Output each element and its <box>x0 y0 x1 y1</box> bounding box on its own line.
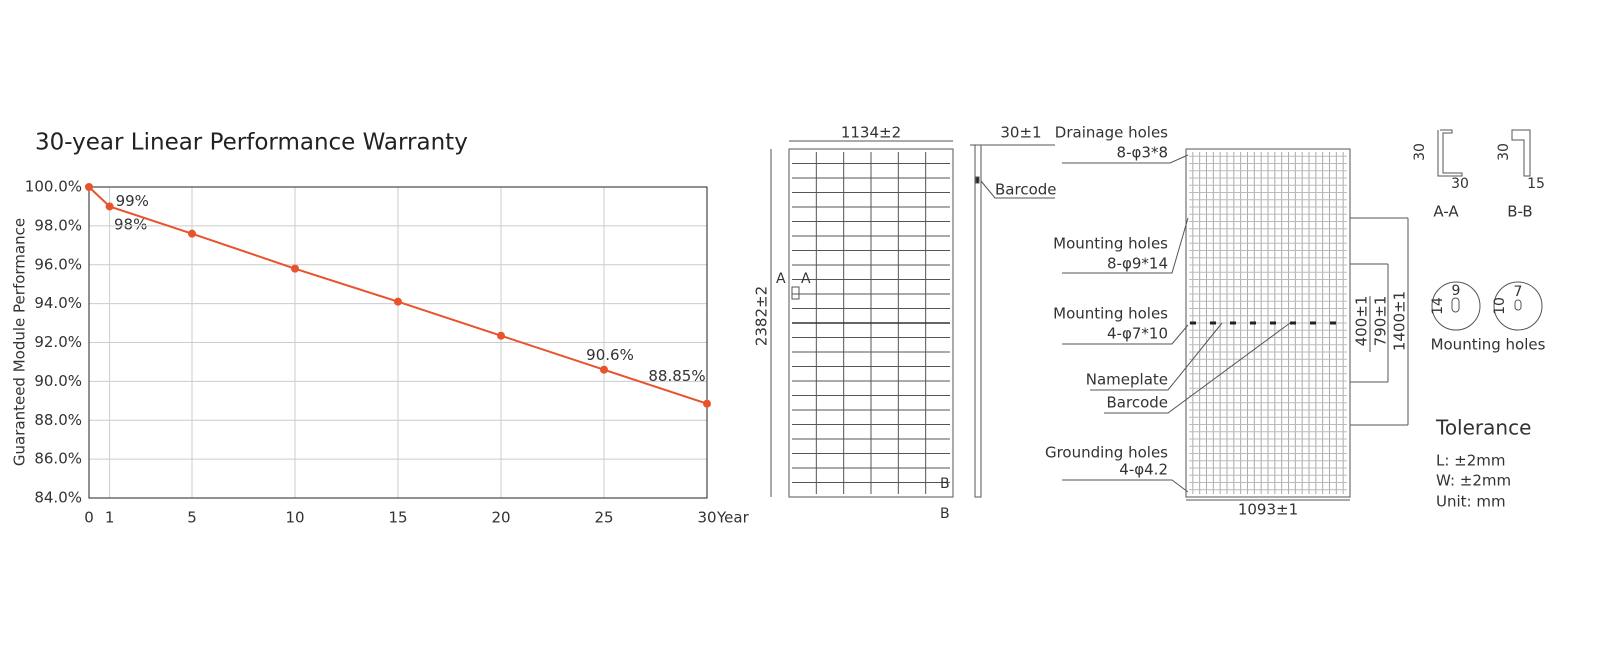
section-mark: A <box>776 271 786 287</box>
x-tick-label: 20 <box>491 509 510 527</box>
section-mark: A <box>801 271 811 287</box>
cells <box>792 152 950 494</box>
x-tick-label: 30 <box>697 509 716 527</box>
callout: Barcode <box>995 181 1057 199</box>
barcode-mark <box>975 176 980 184</box>
x-tick-label: 15 <box>388 509 407 527</box>
tolerance-title: Tolerance <box>1435 416 1531 440</box>
y-tick-label: 88.0% <box>34 411 82 429</box>
hole <box>1514 299 1522 311</box>
cells <box>1189 152 1347 494</box>
callout: 8-φ9*14 <box>1107 255 1168 273</box>
tolerance: W: ±2mm <box>1436 472 1511 490</box>
dim-label: 30 <box>1451 176 1469 192</box>
dim-label: 30±1 <box>1000 124 1041 142</box>
line <box>88 186 708 405</box>
y-tick-label: 92.0% <box>34 333 82 351</box>
chart-title: 30-year Linear Performance Warranty <box>35 130 468 156</box>
dim-label: 2382±2 <box>753 286 771 346</box>
y-tick-label: 98.0% <box>34 216 82 234</box>
dim-label: 790±1 <box>1372 296 1390 347</box>
point <box>105 202 114 211</box>
dim-label: 10 <box>1492 297 1508 315</box>
x-tick-label: 1 <box>105 509 115 527</box>
dim-label: 400±1 <box>1353 296 1371 347</box>
plot-frame <box>88 186 708 499</box>
y-tick-label: 94.0% <box>34 294 82 312</box>
callout: 8-φ3*8 <box>1117 144 1168 162</box>
module-drawing: 1134±2 2382±2 A A B B 30±1 Barcode Drain… <box>753 124 1546 523</box>
profile-b <box>1511 129 1531 177</box>
data-label: 88.85% <box>648 367 705 385</box>
x-tick-label: 25 <box>594 509 613 527</box>
x-tick-label: 10 <box>285 509 304 527</box>
point <box>291 264 299 273</box>
dim-label: 1093±1 <box>1238 501 1298 519</box>
callout: Mounting holes <box>1053 305 1168 323</box>
side-view <box>974 144 982 498</box>
leader <box>1062 479 1189 493</box>
y-tick-label: 100.0% <box>25 178 82 196</box>
point <box>394 297 402 306</box>
dim-label: 30 <box>1412 143 1428 161</box>
callout: 4-φ7*10 <box>1107 325 1168 343</box>
hole-detail <box>1431 281 1481 331</box>
y-tick-label: 84.0% <box>34 489 82 507</box>
leader <box>1062 324 1189 345</box>
point <box>85 183 93 191</box>
callout: Mounting holes <box>1053 235 1168 253</box>
leader <box>1062 217 1189 274</box>
x-tick-label: 0 <box>84 509 94 527</box>
tolerance: Unit: mm <box>1436 493 1506 511</box>
dim-label: 15 <box>1527 176 1545 192</box>
callout: 4-φ4.2 <box>1119 461 1168 479</box>
section-mark: B <box>940 476 950 492</box>
callout: Nameplate <box>1086 371 1168 389</box>
section-title: B-B <box>1507 203 1532 221</box>
caption: Mounting holes <box>1431 336 1546 354</box>
y-tick-label: 96.0% <box>34 255 82 273</box>
dim-label: 30 <box>1496 143 1512 161</box>
leader <box>1062 154 1189 164</box>
hole <box>1451 297 1460 313</box>
section-mark: B <box>940 506 950 522</box>
tolerance: L: ±2mm <box>1436 452 1506 470</box>
point <box>600 365 608 374</box>
profile-a <box>1437 129 1463 177</box>
dim-label: 9 <box>1452 283 1461 299</box>
data-label: 90.6% <box>586 346 634 364</box>
warranty-chart: 30-year Linear Performance Warranty Guar… <box>11 130 750 527</box>
dim-label: 7 <box>1514 284 1523 300</box>
data-label: 99% <box>116 192 149 210</box>
leader <box>1090 322 1223 391</box>
hole-detail <box>1493 281 1543 331</box>
dim-label: 14 <box>1430 297 1446 315</box>
dim-label: 1134±2 <box>841 124 901 142</box>
y-tick-label: 86.0% <box>34 450 82 468</box>
x-tick-label: 5 <box>187 509 197 527</box>
section-cut <box>791 286 800 300</box>
front-view <box>788 148 954 498</box>
callout: Drainage holes <box>1055 124 1168 142</box>
leader <box>980 180 1055 199</box>
y-tick-label: 90.0% <box>34 372 82 390</box>
section-title: A-A <box>1433 203 1459 221</box>
callout: Barcode <box>1107 394 1169 412</box>
dim-label: 1400±1 <box>1391 291 1409 351</box>
leader <box>1104 322 1291 414</box>
x-axis-label: Year <box>716 509 750 527</box>
point <box>188 229 196 238</box>
point <box>703 399 711 408</box>
callout: Grounding holes <box>1045 444 1168 462</box>
annotation: 98% <box>114 216 147 234</box>
back-view <box>1185 148 1351 498</box>
point <box>497 331 505 340</box>
y-axis-label: Guaranteed Module Performance <box>11 218 29 466</box>
